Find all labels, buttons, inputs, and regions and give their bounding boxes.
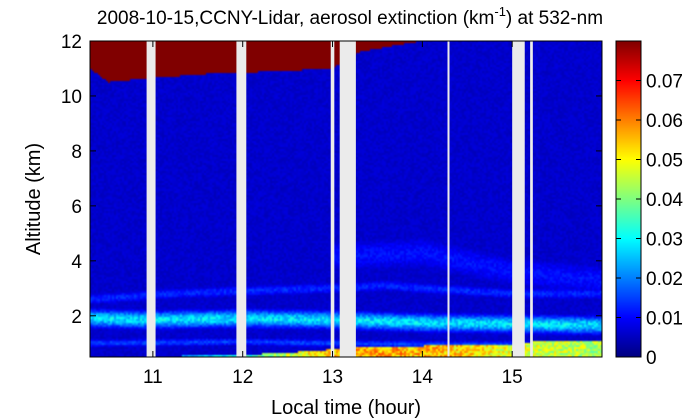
data-gap [512, 41, 525, 357]
plot-frame [89, 40, 603, 358]
title-superscript: -1 [494, 4, 506, 19]
y-tick-label: 8 [71, 142, 82, 163]
x-tick-label: 13 [322, 367, 343, 388]
x-axis-label: Local time (hour) [271, 397, 421, 419]
data-gap [447, 41, 450, 357]
y-tick-label: 2 [71, 307, 82, 328]
y-tick-label: 4 [71, 252, 82, 273]
colorbar-tick-label: 0.01 [646, 309, 683, 330]
data-gap [330, 41, 335, 357]
colorbar-tick-label: 0.06 [646, 111, 683, 132]
x-tick-label: 11 [143, 367, 163, 388]
y-axis-label: Altitude (km) [23, 143, 45, 255]
colorbar-tick-label: 0.03 [646, 230, 683, 251]
y-tick-label: 6 [71, 197, 82, 218]
colorbar-tick-label: 0.04 [646, 190, 683, 211]
data-gap [146, 41, 156, 357]
y-axis-ticks: 2 4 6 8 10 12 [61, 32, 602, 328]
x-tick-label: 15 [502, 367, 523, 388]
title-tail: ) at 532-nm [506, 8, 603, 29]
colorbar-tick-label: 0.05 [646, 151, 683, 172]
chart-title: 2008-10-15,CCNY-Lidar, aerosol extinctio… [97, 4, 603, 29]
data-gap [236, 41, 247, 357]
y-tick-label: 10 [61, 87, 82, 108]
y-tick-label: 12 [61, 32, 82, 53]
colorbar-tick-label: 0.07 [646, 72, 683, 93]
title-main: 2008-10-15,CCNY-Lidar, aerosol extinctio… [97, 8, 494, 29]
data-gap [530, 41, 533, 357]
x-tick-label: 14 [412, 367, 434, 388]
colorbar-ticks: 0 0.01 0.02 0.03 0.04 0.05 0.06 0.07 [616, 72, 683, 369]
x-axis-ticks: 11 12 13 14 15 [143, 41, 523, 388]
data-gap [339, 41, 356, 357]
data-gaps [146, 41, 533, 357]
x-tick-label: 12 [232, 367, 253, 388]
colorbar-tick-label: 0 [646, 348, 657, 369]
colorbar-tick-label: 0.02 [646, 269, 683, 290]
